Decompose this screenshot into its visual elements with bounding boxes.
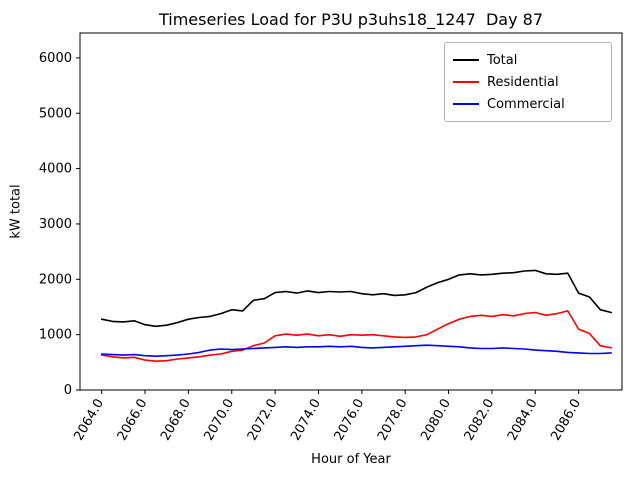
x-tick-label: 2070.0 xyxy=(201,397,237,444)
x-axis-label: Hour of Year xyxy=(311,452,391,467)
x-tick-label: 2072.0 xyxy=(245,397,281,444)
x-tick-label: 2082.0 xyxy=(462,397,498,444)
y-tick-label: 1000 xyxy=(39,328,72,343)
y-tick-label: 2000 xyxy=(39,272,72,287)
x-tick-label: 2084.0 xyxy=(505,397,541,444)
legend-line-sample xyxy=(453,81,479,83)
x-tick-label: 2086.0 xyxy=(548,397,584,444)
axes-frame xyxy=(79,32,623,391)
x-tick-label: 2068.0 xyxy=(158,397,194,444)
series-line-commercial xyxy=(100,344,613,358)
legend-item-commercial: Commercial xyxy=(453,93,603,115)
y-tick-label: 3000 xyxy=(39,217,72,232)
x-tick-label: 2078.0 xyxy=(375,397,411,444)
legend: Total Residential Commercial xyxy=(444,42,612,122)
y-tick-label: 5000 xyxy=(39,106,72,121)
y-tick-label: 6000 xyxy=(39,51,72,66)
x-tick-label: 2074.0 xyxy=(288,397,324,444)
y-axis-label: kW total xyxy=(8,184,24,239)
y-tick-label: 0 xyxy=(64,383,72,398)
y-tick-label: 4000 xyxy=(39,162,72,177)
x-tick-label: 2064.0 xyxy=(71,397,107,444)
legend-label: Residential xyxy=(487,74,559,90)
x-tick-label: 2066.0 xyxy=(115,397,151,444)
chart-title: Timeseries Load for P3U p3uhs18_1247 Day… xyxy=(158,10,544,29)
legend-line-sample xyxy=(453,59,479,61)
legend-label: Commercial xyxy=(487,96,565,112)
x-tick-label: 2080.0 xyxy=(418,397,454,444)
legend-item-total: Total xyxy=(453,49,603,71)
x-tick-label: 2076.0 xyxy=(332,397,368,444)
legend-line-sample xyxy=(453,103,479,105)
legend-label: Total xyxy=(487,52,518,68)
legend-item-residential: Residential xyxy=(453,71,603,93)
series-line-total xyxy=(100,269,613,328)
series-line-residential xyxy=(100,310,613,363)
